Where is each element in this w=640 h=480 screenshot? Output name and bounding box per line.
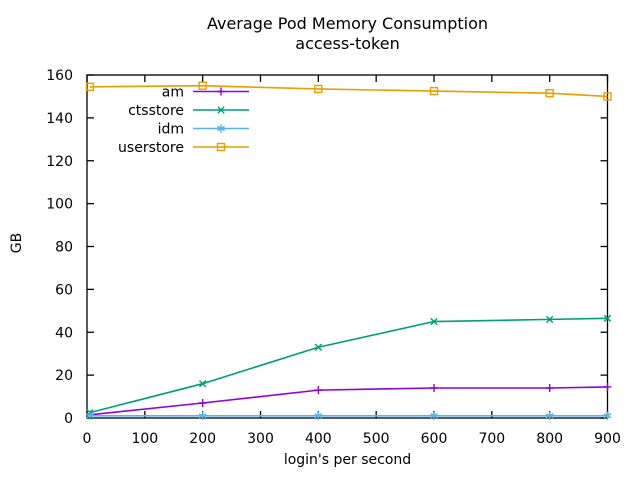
series-marker	[603, 411, 612, 421]
legend-label-ctsstore: ctsstore	[128, 103, 184, 119]
y-axis-label: GB	[9, 232, 25, 254]
x-tick-label: 900	[594, 431, 621, 447]
series-marker	[85, 82, 95, 91]
x-tick-label: 100	[131, 431, 158, 447]
series-marker	[545, 411, 554, 421]
x-tick-label: 500	[363, 431, 390, 447]
series-marker	[198, 81, 207, 90]
chart-title: Average Pod Memory Consumption	[206, 14, 489, 33]
series-marker	[217, 106, 225, 114]
series-marker	[603, 314, 612, 323]
series-marker	[314, 343, 323, 351]
series-marker	[217, 124, 225, 133]
legend-label-idm: idm	[158, 122, 184, 138]
series-marker	[430, 317, 438, 326]
x-tick-label: 800	[536, 431, 563, 447]
series-marker	[545, 89, 554, 98]
legend-item-ctsstore: ctsstore	[128, 103, 249, 119]
y-tick-label: 20	[55, 368, 73, 384]
y-tick-label: 60	[55, 282, 73, 298]
y-tick-label: 0	[64, 411, 73, 427]
series-marker	[545, 383, 554, 392]
series-marker	[216, 142, 226, 152]
y-tick-label: 120	[46, 154, 73, 170]
series-marker	[85, 411, 94, 421]
series-marker	[314, 386, 323, 395]
series-marker	[545, 315, 554, 324]
series-line-am	[89, 386, 608, 416]
y-tick-label: 80	[55, 240, 73, 256]
legend-label-am: am	[162, 85, 184, 101]
x-axis-label: login's per second	[283, 452, 412, 468]
legend-label-userstore: userstore	[118, 140, 184, 156]
x-tick-label: 400	[305, 431, 332, 447]
series-marker	[429, 86, 439, 96]
x-tick-label: 200	[189, 431, 216, 447]
chart-title-block: Average Pod Memory Consumption access-to…	[87, 14, 608, 54]
series-line-userstore	[89, 84, 608, 98]
y-tick-label: 140	[46, 111, 73, 127]
series-marker	[430, 411, 438, 421]
series-line-ctsstore	[89, 317, 608, 414]
x-tick-label: 600	[421, 431, 448, 447]
y-tick-label: 40	[55, 325, 73, 341]
series-marker	[198, 398, 207, 407]
legend-item-userstore: userstore	[118, 140, 249, 156]
x-tick-label: 0	[83, 431, 92, 447]
x-tick-label: 700	[478, 431, 505, 447]
legend-item-idm: idm	[158, 122, 249, 138]
y-tick-label: 160	[46, 68, 73, 84]
series-marker	[430, 383, 438, 392]
series-marker	[198, 380, 207, 388]
series-marker	[603, 92, 612, 101]
y-tick-label: 100	[46, 197, 73, 213]
series-marker	[198, 411, 207, 421]
series-marker	[314, 411, 323, 421]
series-marker	[603, 382, 612, 391]
series-marker	[314, 84, 323, 94]
x-tick-label: 300	[247, 431, 274, 447]
series-marker	[217, 87, 225, 96]
chart-subtitle: access-token	[295, 34, 400, 53]
